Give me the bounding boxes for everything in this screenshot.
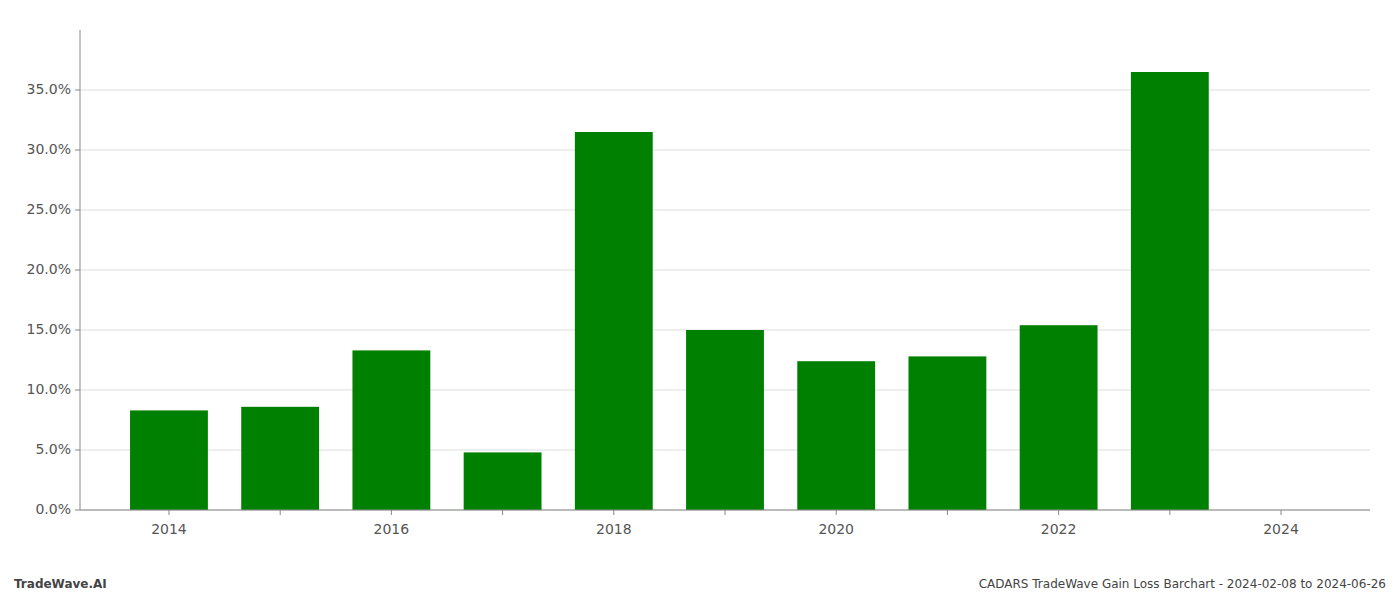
x-tick [613, 510, 614, 515]
bar [1131, 72, 1209, 510]
y-axis: 0.0% 5.0% 10.0% 15.0% 20.0% 25.0% 30.0% 35.0% [27, 30, 80, 517]
y-tick [75, 330, 80, 331]
bar [241, 407, 319, 510]
x-tick [836, 510, 837, 515]
bar [908, 356, 986, 510]
y-tick-label: 15.0% [27, 321, 71, 337]
y-tick [75, 390, 80, 391]
y-tick [75, 270, 80, 271]
bar [797, 361, 875, 510]
y-tick-label: 30.0% [27, 141, 71, 157]
x-tick-label: 2022 [1041, 521, 1077, 537]
y-tick-label: 20.0% [27, 261, 71, 277]
y-tick [75, 450, 80, 451]
bar [130, 410, 208, 510]
x-tick [280, 510, 281, 515]
y-tick [75, 210, 80, 211]
page: {"chart_data": {"type": "bar", "x": [201… [0, 0, 1400, 600]
x-tick [1058, 510, 1059, 515]
x-tick [1281, 510, 1282, 515]
x-tick-label: 2018 [596, 521, 632, 537]
x-tick [391, 510, 392, 515]
y-tick-label: 5.0% [35, 441, 71, 457]
footer-left: TradeWave.AI [14, 577, 107, 591]
y-axis-line [80, 30, 81, 510]
x-tick-label: 2020 [818, 521, 854, 537]
bars [130, 72, 1209, 510]
y-tick-label: 25.0% [27, 201, 71, 217]
x-tick [502, 510, 503, 515]
bar [352, 350, 430, 510]
x-tick [725, 510, 726, 515]
y-tick-label: 0.0% [35, 501, 71, 517]
y-tick [75, 90, 80, 91]
footer: TradeWave.AI CADARS TradeWave Gain Loss B… [14, 577, 1386, 591]
footer-right: CADARS TradeWave Gain Loss Barchart - 20… [979, 577, 1386, 591]
x-tick [168, 510, 169, 515]
x-axis: 2014 2016 2018 2020 2022 2024 [80, 510, 1370, 537]
x-tick-label: 2016 [374, 521, 410, 537]
bar [464, 452, 542, 510]
x-tick [947, 510, 948, 515]
bar [686, 330, 764, 510]
y-tick [75, 150, 80, 151]
bar [575, 132, 653, 510]
y-tick-label: 35.0% [27, 81, 71, 97]
chart: 0.0% 5.0% 10.0% 15.0% 20.0% 25.0% 30.0% 35.0% 20… [0, 0, 1400, 600]
x-tick-label: 2014 [151, 521, 187, 537]
y-tick [75, 510, 80, 511]
y-tick-label: 10.0% [27, 381, 71, 397]
x-tick-label: 2024 [1263, 521, 1299, 537]
bar [1020, 325, 1098, 510]
x-tick [1169, 510, 1170, 515]
